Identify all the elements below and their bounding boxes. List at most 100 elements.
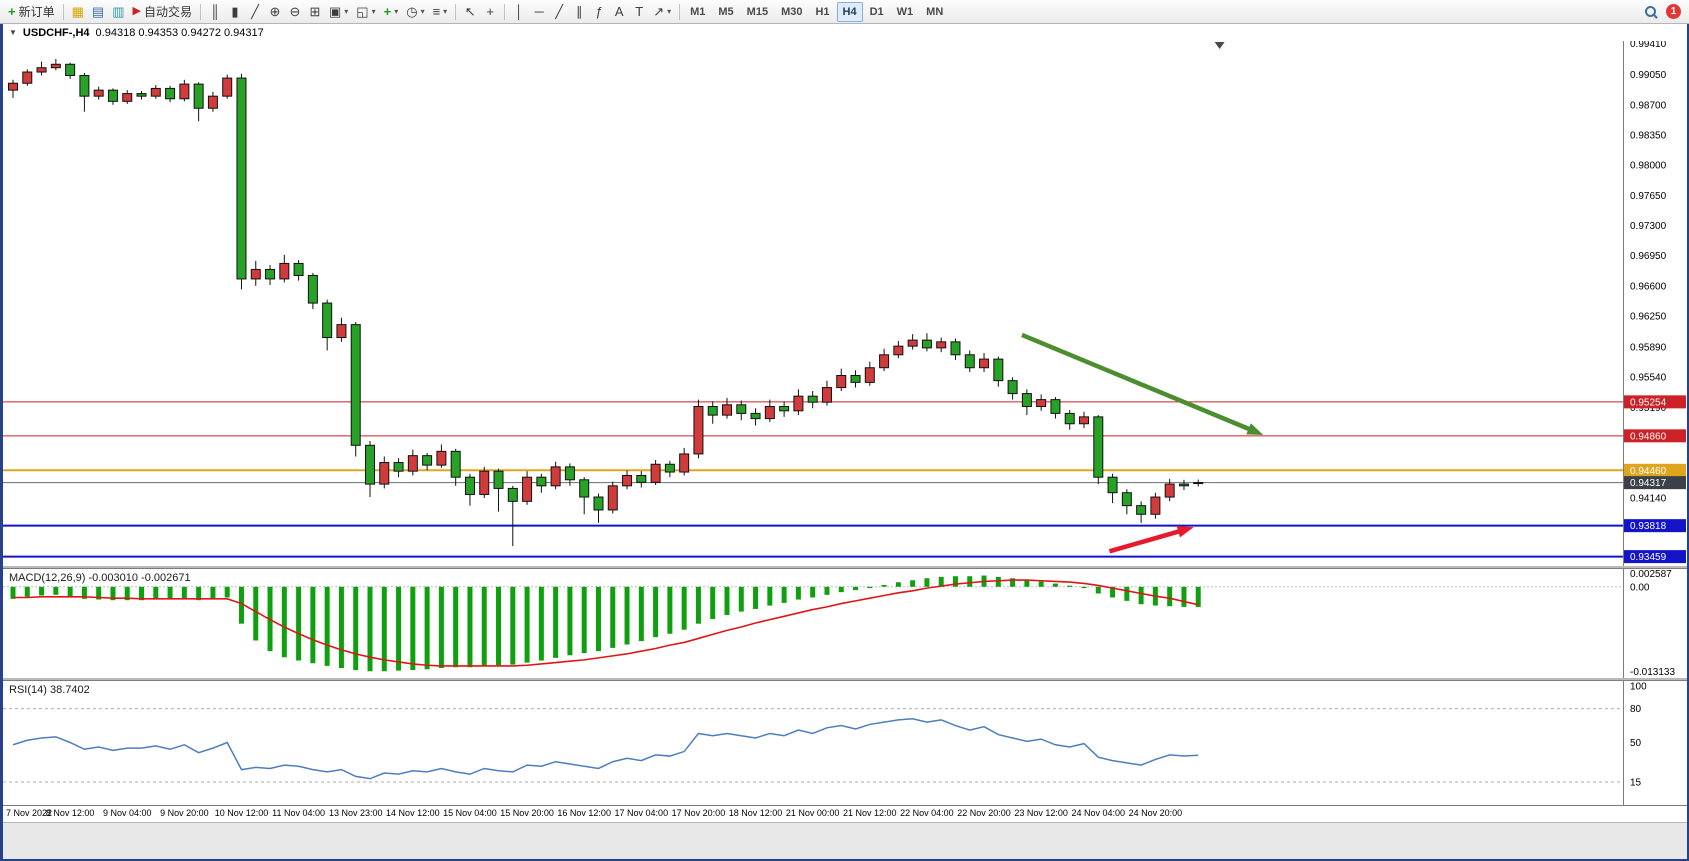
fibonacci-icon: ƒ xyxy=(595,4,603,19)
time-axis-label: 22 Nov 20:00 xyxy=(957,808,1011,818)
charts-icon: ▦ xyxy=(71,4,84,19)
candlestick-button[interactable]: ▮ xyxy=(225,2,245,22)
cascade-windows-button[interactable]: ▣ ▾ xyxy=(325,2,352,22)
time-axis-label: 8 Nov 12:00 xyxy=(45,808,95,818)
macd-panel-canvas[interactable]: 0.002587 0.00 -0.013133 MACD(12,26,9) -0.00… xyxy=(3,568,1687,678)
zoom-out-button[interactable]: ⊖ xyxy=(285,2,305,22)
price-axis-label: 0.96250 xyxy=(1630,312,1667,323)
timeframe-button-m15[interactable]: M15 xyxy=(741,2,774,22)
bear-candle xyxy=(236,77,247,280)
time-axis-label: 22 Nov 04:00 xyxy=(900,808,954,818)
autotrading-button[interactable]: ▶ 自动交易 xyxy=(129,2,196,22)
fibonacci-button[interactable]: ƒ xyxy=(589,2,609,22)
time-axis-label: 23 Nov 12:00 xyxy=(1014,808,1068,818)
channel-button[interactable]: ∥ xyxy=(569,2,589,22)
search-icon[interactable] xyxy=(1644,5,1658,19)
bear-candle xyxy=(464,476,475,495)
timeframe-button-d1[interactable]: D1 xyxy=(864,2,890,22)
bear-candle xyxy=(950,341,961,356)
zoom-in-icon: ⊕ xyxy=(269,4,281,19)
time-axis-label: 24 Nov 04:00 xyxy=(1071,808,1126,818)
period-button[interactable]: ◷ ▾ xyxy=(402,2,428,22)
text-button[interactable]: A xyxy=(609,2,629,22)
timeframe-button-h1[interactable]: H1 xyxy=(809,2,835,22)
price-badge-label: 0.94317 xyxy=(1630,478,1667,489)
templates-icon: ≡ xyxy=(432,4,441,19)
chevron-down-icon[interactable]: ▾ xyxy=(394,7,399,16)
market-watch-button[interactable]: ▤ xyxy=(88,2,108,22)
toolbar-separator xyxy=(199,3,201,20)
time-axis[interactable]: 7 Nov 2022 8 Nov 12:00 9 Nov 04:00 9 Nov 20… xyxy=(3,805,1687,822)
charts-button[interactable]: ▦ xyxy=(68,2,88,22)
rsi-line xyxy=(12,718,1199,780)
timeframe-button-m30[interactable]: M30 xyxy=(775,2,808,22)
bar-chart-icon: ║ xyxy=(210,4,220,19)
bear-candle xyxy=(507,487,518,502)
chart-shift-marker[interactable] xyxy=(1214,42,1225,49)
arrange-windows-icon: ◱ xyxy=(356,4,369,19)
macd-signal-line xyxy=(13,579,1199,667)
chevron-down-icon[interactable]: ▾ xyxy=(667,7,672,16)
bull-candle xyxy=(907,339,918,347)
chart-titlebar: ▼ USDCHF-,H4 0.94318 0.94353 0.94272 0.9… xyxy=(3,24,1687,41)
bull-candle xyxy=(279,262,290,280)
main-chart-canvas[interactable]: 0.99410 0.99050 0.98700 0.98350 0.98000 0.976… xyxy=(3,41,1687,566)
bar-chart-button[interactable]: ║ xyxy=(205,2,225,22)
tile-windows-button[interactable]: ⊞ xyxy=(305,2,325,22)
templates-button[interactable]: ≡ ▾ xyxy=(429,2,452,22)
horizontal-line-button[interactable]: ─ xyxy=(529,2,549,22)
price-badge xyxy=(1624,476,1686,490)
timeframe-button-w1[interactable]: W1 xyxy=(891,2,920,22)
chevron-down-icon[interactable]: ▾ xyxy=(420,7,425,16)
time-axis-label: 7 Nov 2022 xyxy=(6,808,53,818)
new-order-button[interactable]: + 新订单 xyxy=(4,2,59,22)
rsi-panel-canvas[interactable]: 100 80 50 15 RSI(14) 38.7402 xyxy=(3,680,1687,805)
price-badge-label: 0.94460 xyxy=(1630,466,1667,477)
cursor-button[interactable]: ↖ xyxy=(460,2,480,22)
notification-badge[interactable]: 1 xyxy=(1666,4,1681,19)
arrow-tool-icon: ↗ xyxy=(653,4,665,19)
bear-candle xyxy=(779,406,790,412)
panel-resize-handle[interactable] xyxy=(3,566,1687,568)
add-indicator-icon: + xyxy=(383,4,392,19)
trend-line-button[interactable]: ╱ xyxy=(549,2,569,22)
price-axis-label: 0.95190 xyxy=(1630,403,1667,414)
green-trend-arrow-head xyxy=(1246,423,1264,435)
panel-resize-handle[interactable] xyxy=(3,678,1687,680)
navigator-icon: ▥ xyxy=(112,4,125,19)
vertical-line-icon: │ xyxy=(515,4,524,19)
timeframe-button-h4[interactable]: H4 xyxy=(836,1,863,22)
crosshair-button[interactable]: + xyxy=(480,2,500,22)
timeframe-button-mn[interactable]: MN xyxy=(920,2,949,22)
green-trend-arrow[interactable] xyxy=(1021,332,1255,434)
rsi-indicator-label: RSI(14) 38.7402 xyxy=(9,684,90,696)
bull-candle xyxy=(250,268,261,280)
bear-candle xyxy=(422,455,433,466)
add-indicator-button[interactable]: + ▾ xyxy=(380,2,403,22)
zoom-in-button[interactable]: ⊕ xyxy=(265,2,285,22)
bear-candle xyxy=(1021,393,1032,408)
timeframe-button-m1[interactable]: M1 xyxy=(684,2,711,22)
time-axis-label: 17 Nov 04:00 xyxy=(614,808,669,818)
text-label-button[interactable]: T xyxy=(629,2,649,22)
main-toolbar: + 新订单 ▦ ▤ ▥ ▶ 自动交易 ║ ▮ ╱ ⊕ ⊖ ⊞ ▣ ▾ ◱ ▾ + ▾ … xyxy=(0,0,1689,24)
navigator-button[interactable]: ▥ xyxy=(108,2,128,22)
bear-candle xyxy=(1193,482,1204,485)
bear-candle xyxy=(921,339,932,349)
window-menu-icon[interactable]: ▼ xyxy=(9,28,17,37)
chevron-down-icon[interactable]: ▾ xyxy=(371,7,376,16)
line-chart-button[interactable]: ╱ xyxy=(245,2,265,22)
bear-candle xyxy=(365,444,375,485)
macd-axis-label: 0.00 xyxy=(1630,582,1650,593)
price-badge xyxy=(1624,463,1686,477)
timeframe-button-m5[interactable]: M5 xyxy=(712,2,739,22)
bull-candle xyxy=(379,462,390,485)
red-signal-arrow[interactable] xyxy=(1108,527,1185,554)
chevron-down-icon[interactable]: ▾ xyxy=(344,7,349,16)
arrange-windows-button[interactable]: ◱ ▾ xyxy=(352,2,379,22)
vertical-line-button[interactable]: │ xyxy=(509,2,529,22)
bull-candle xyxy=(836,374,847,389)
arrows-tool-button[interactable]: ↗ ▾ xyxy=(649,2,675,22)
chevron-down-icon[interactable]: ▾ xyxy=(443,7,448,16)
bull-candle xyxy=(650,463,661,483)
